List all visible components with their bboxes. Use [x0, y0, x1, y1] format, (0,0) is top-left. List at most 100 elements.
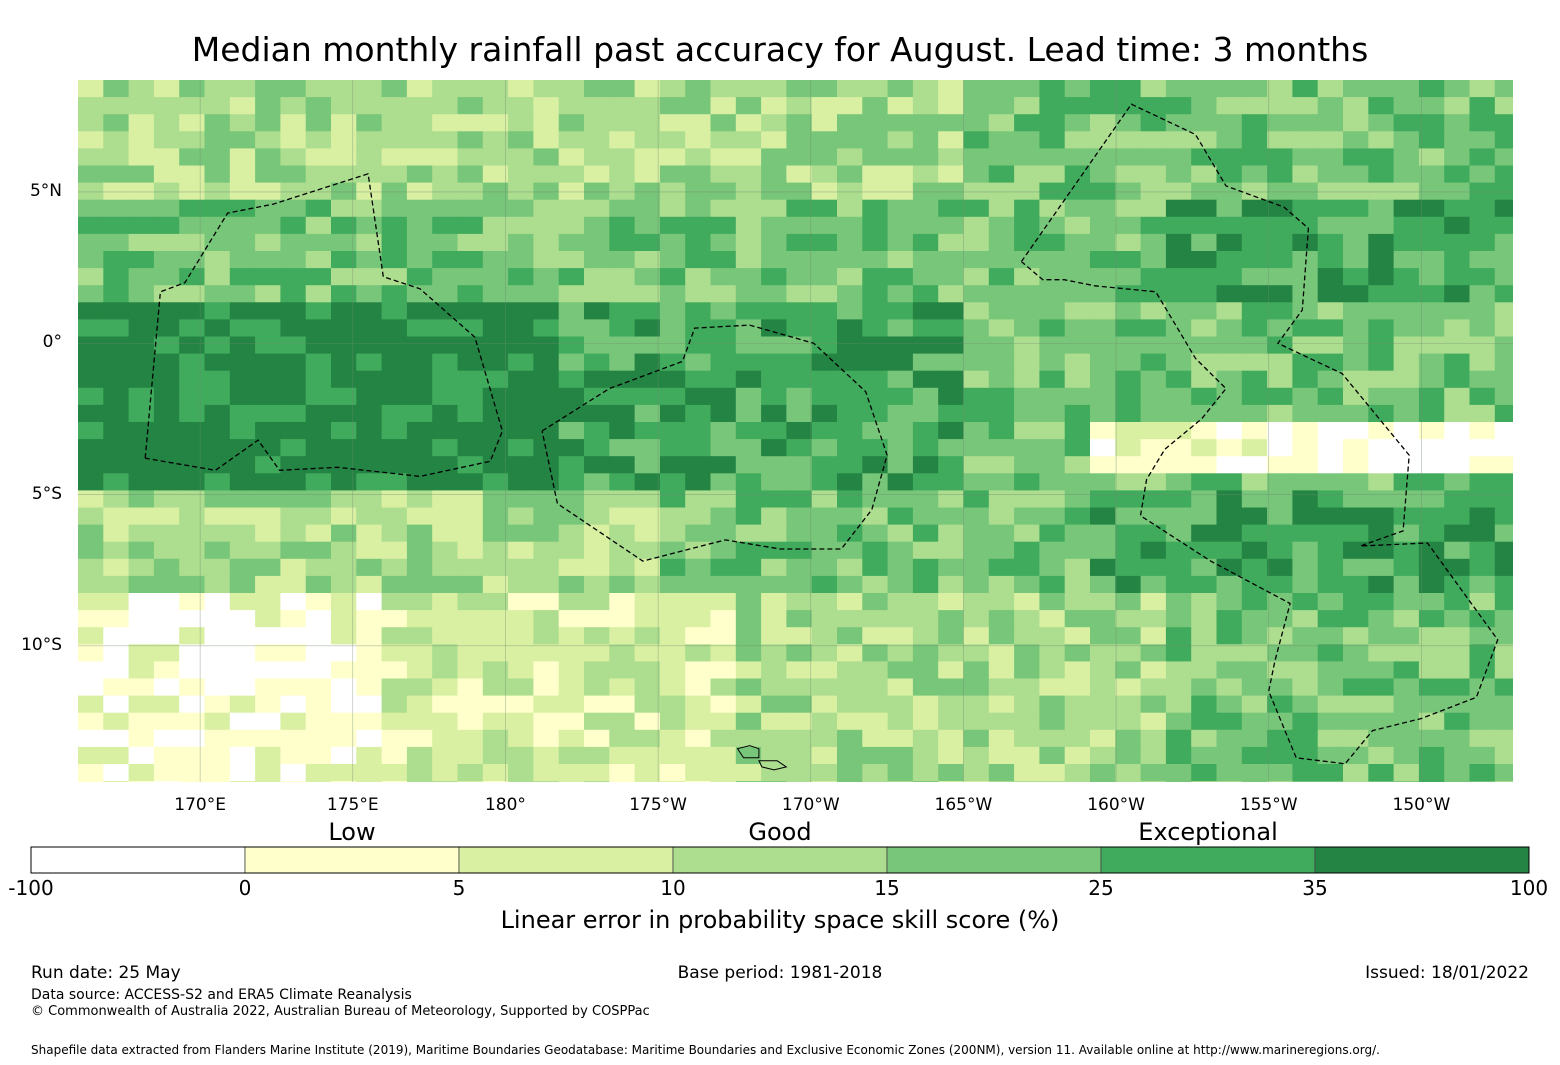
grid-cell [204, 182, 231, 201]
grid-cell [609, 473, 636, 491]
grid-cell [1014, 490, 1040, 509]
grid-cell [963, 387, 990, 406]
grid-cell [1115, 541, 1142, 560]
grid-cell [305, 97, 332, 115]
grid-cell [786, 165, 813, 184]
grid-cell [280, 97, 307, 115]
grid-cell [179, 729, 206, 748]
grid-cell [1014, 370, 1040, 389]
data-source: Data source: ACCESS-S2 and ERA5 Climate … [31, 987, 412, 1003]
grid-cell [1191, 490, 1218, 509]
grid-cell [1115, 233, 1142, 252]
grid-cell [558, 627, 585, 645]
grid-cell [533, 678, 560, 697]
grid-cell [1115, 387, 1142, 406]
grid-cell [280, 251, 307, 269]
grid-cell [963, 199, 990, 218]
grid-cell [128, 199, 155, 218]
grid-cell [1368, 165, 1395, 184]
grid-cell [584, 148, 610, 167]
grid-cell [786, 285, 813, 303]
grid-cell [1241, 182, 1268, 201]
grid-cell [153, 473, 180, 491]
grid-cell [938, 285, 965, 303]
grid-cell [1191, 422, 1218, 440]
grid-cell [381, 353, 408, 372]
grid-cell [103, 473, 130, 491]
grid-cell [305, 387, 332, 406]
grid-cell [912, 165, 939, 184]
grid-cell [862, 114, 889, 132]
grid-cell [229, 387, 256, 406]
grid-cell [103, 439, 130, 457]
grid-cell [938, 541, 965, 560]
grid-cell [356, 524, 383, 543]
grid-cell [381, 285, 408, 303]
grid-cell [1064, 422, 1091, 440]
grid-cell [761, 336, 787, 355]
grid-cell [1317, 558, 1344, 577]
grid-cell [1444, 319, 1471, 338]
grid-cell [1444, 610, 1471, 628]
grid-cell [1393, 661, 1420, 680]
grid-cell [432, 370, 459, 389]
grid-cell [1343, 712, 1369, 731]
grid-cell [1064, 114, 1091, 132]
grid-cell [482, 302, 509, 320]
grid-cell [761, 507, 787, 526]
grid-cell [685, 148, 712, 167]
grid-cell [710, 746, 737, 765]
grid-cell [1165, 97, 1192, 115]
grid-cell [482, 695, 509, 714]
lon-tick-label: 170°E [174, 795, 226, 815]
grid-cell [735, 216, 762, 235]
grid-cell [457, 490, 484, 509]
grid-cell [508, 644, 534, 662]
grid-cell [1494, 182, 1513, 201]
grid-cell [1216, 439, 1243, 457]
grid-cell [1267, 199, 1293, 218]
grid-cell [381, 302, 408, 320]
grid-cell [1165, 182, 1192, 201]
grid-cell [609, 575, 636, 594]
grid-cell [1418, 97, 1445, 115]
grid-cell [1115, 114, 1142, 132]
grid-cell [78, 764, 104, 782]
grid-cell [533, 182, 560, 201]
grid-cell [862, 80, 889, 98]
grid-cell [1494, 764, 1513, 782]
grid-cell [811, 387, 838, 406]
grid-cell [1090, 575, 1116, 594]
grid-cell [1469, 285, 1496, 303]
grid-cell [179, 422, 206, 440]
grid-cell [153, 268, 180, 286]
grid-cell [153, 404, 180, 423]
grid-cell [634, 114, 661, 132]
grid-cell [963, 131, 990, 149]
grid-cell [1469, 97, 1496, 115]
grid-cell [938, 473, 965, 491]
grid-cell [128, 593, 155, 611]
grid-cell [887, 80, 914, 98]
grid-cell [381, 251, 408, 269]
grid-cell [204, 661, 231, 680]
grid-cell [128, 764, 155, 782]
grid-cell [229, 97, 256, 115]
grid-cell [229, 781, 256, 782]
grid-cell [761, 729, 787, 748]
grid-cell [1140, 524, 1167, 543]
grid-cell [659, 593, 686, 611]
grid-cell [786, 422, 813, 440]
grid-cell [1241, 490, 1268, 509]
grid-cell [179, 387, 206, 406]
grid-cell [331, 593, 357, 611]
grid-cell [1140, 370, 1167, 389]
grid-cell [1368, 695, 1395, 714]
grid-cell [179, 114, 206, 132]
grid-cell [533, 268, 560, 286]
grid-cell [128, 678, 155, 697]
grid-cell [558, 216, 585, 235]
grid-cell [1165, 387, 1192, 406]
grid-cell [912, 729, 939, 748]
grid-cell [1165, 114, 1192, 132]
